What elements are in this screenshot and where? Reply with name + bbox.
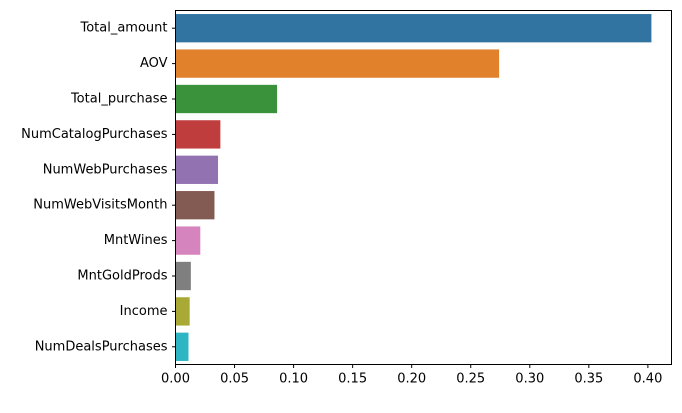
x-tick-label: 0.20 <box>397 372 426 387</box>
bars-group <box>175 14 652 361</box>
y-tick-label-total-amount: Total_amount <box>79 21 167 36</box>
bar-numwebvisitsmonth <box>175 191 215 220</box>
y-tick-label-income: Income <box>120 304 168 319</box>
y-tick-label-numwebpurchases: NumWebPurchases <box>43 162 168 177</box>
x-tick-label: 0.25 <box>456 372 485 387</box>
y-axis-ticks: Total_amount AOV Total_purchase NumCatalogP… <box>21 21 176 354</box>
y-tick-label-mntwines: MntWines <box>104 233 168 248</box>
x-tick-label: 0.05 <box>220 372 249 387</box>
bar-numdealspurchases <box>175 332 189 361</box>
y-tick-label-numdealspurchases: NumDealsPurchases <box>35 339 168 354</box>
y-tick-label-total-purchase: Total_purchase <box>70 92 168 107</box>
bar-mntwines <box>175 226 201 255</box>
y-tick-label-mntgoldprods: MntGoldProds <box>77 269 167 284</box>
bar-total-amount <box>175 14 652 43</box>
y-tick-label-numwebvisitsmonth: NumWebVisitsMonth <box>33 198 167 213</box>
x-axis-ticks: 0.00 0.05 0.10 0.15 0.20 0.25 0.30 0.35 0.40 <box>161 364 662 387</box>
y-tick-label-numcatalogpurchases: NumCatalogPurchases <box>21 127 168 142</box>
y-tick-label-aov: AOV <box>140 56 168 71</box>
x-tick-label: 0.10 <box>279 372 308 387</box>
bar-numcatalogpurchases <box>175 120 221 149</box>
bar-total-purchase <box>175 84 278 114</box>
x-tick-label: 0.40 <box>633 372 662 387</box>
x-tick-label: 0.15 <box>338 372 367 387</box>
bar-numwebpurchases <box>175 155 219 184</box>
bar-aov <box>175 49 500 78</box>
x-tick-label: 0.00 <box>161 372 190 387</box>
x-tick-label: 0.30 <box>515 372 544 387</box>
plot-frame <box>175 10 672 365</box>
bar-income <box>175 297 190 326</box>
x-tick-label: 0.35 <box>574 372 603 387</box>
bar-mntgoldprods <box>175 261 191 291</box>
